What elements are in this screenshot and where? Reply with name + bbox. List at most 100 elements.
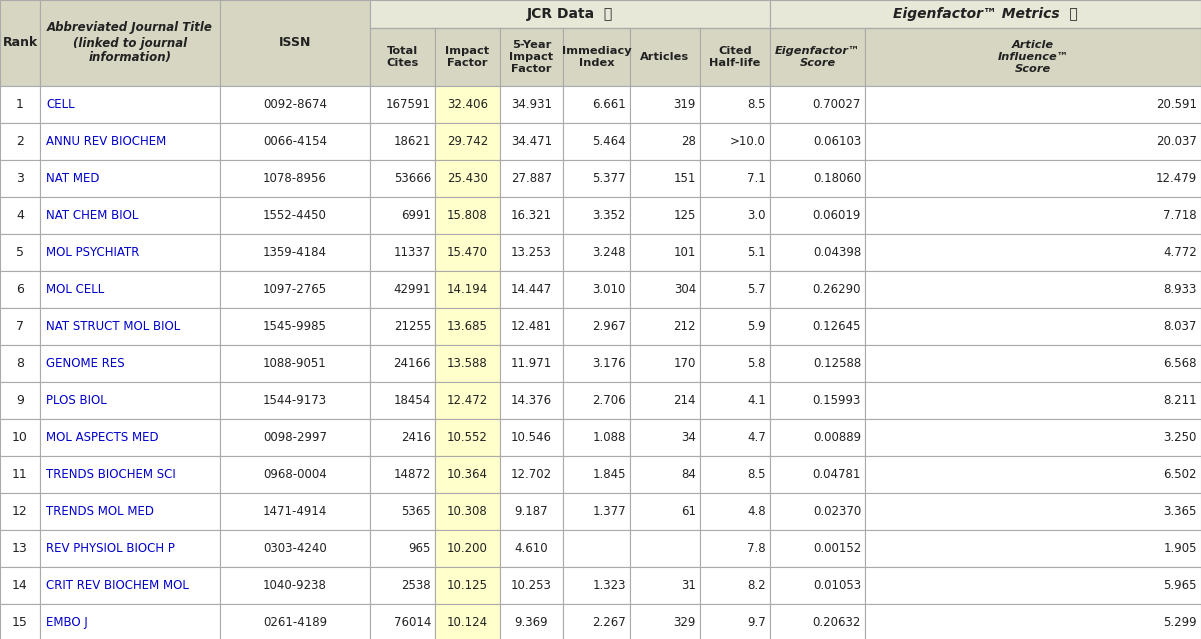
Text: 27.887: 27.887: [510, 172, 552, 185]
Bar: [631, 345, 700, 382]
Bar: [500, 382, 563, 419]
Text: JCR Data  ⓘ: JCR Data ⓘ: [527, 7, 614, 21]
Bar: [40, 530, 220, 567]
Bar: [770, 271, 865, 308]
Bar: [435, 86, 500, 123]
Text: 32.406: 32.406: [447, 98, 488, 111]
Bar: [770, 419, 865, 456]
Bar: [631, 197, 700, 234]
Bar: [435, 567, 500, 604]
Bar: [220, 308, 370, 345]
Text: 151: 151: [674, 172, 697, 185]
Bar: [0, 234, 40, 271]
Bar: [500, 123, 563, 160]
Bar: [500, 197, 563, 234]
Text: 15.808: 15.808: [447, 209, 488, 222]
Bar: [865, 160, 1201, 197]
Bar: [370, 345, 435, 382]
Text: 965: 965: [408, 542, 431, 555]
Bar: [631, 604, 700, 639]
Bar: [865, 345, 1201, 382]
Text: 9: 9: [16, 394, 24, 407]
Text: 20.591: 20.591: [1157, 98, 1197, 111]
Text: 0.04781: 0.04781: [813, 468, 861, 481]
Text: 167591: 167591: [387, 98, 431, 111]
Bar: [563, 234, 631, 271]
Bar: [40, 493, 220, 530]
Text: 7: 7: [16, 320, 24, 333]
Text: MOL PSYCHIATR: MOL PSYCHIATR: [46, 246, 139, 259]
Bar: [563, 197, 631, 234]
Text: 42991: 42991: [394, 283, 431, 296]
Text: 1.905: 1.905: [1164, 542, 1197, 555]
Bar: [770, 28, 865, 86]
Bar: [500, 345, 563, 382]
Bar: [563, 345, 631, 382]
Bar: [865, 197, 1201, 234]
Text: 2.706: 2.706: [592, 394, 626, 407]
Text: 1088-9051: 1088-9051: [263, 357, 327, 370]
Text: 16.321: 16.321: [510, 209, 552, 222]
Bar: [700, 123, 770, 160]
Text: 0.12588: 0.12588: [813, 357, 861, 370]
Bar: [770, 456, 865, 493]
Text: 2.267: 2.267: [592, 616, 626, 629]
Text: 0.18060: 0.18060: [813, 172, 861, 185]
Text: 10.364: 10.364: [447, 468, 488, 481]
Bar: [370, 493, 435, 530]
Text: 2.967: 2.967: [592, 320, 626, 333]
Bar: [865, 123, 1201, 160]
Bar: [220, 530, 370, 567]
Text: Articles: Articles: [640, 52, 689, 62]
Text: 12.472: 12.472: [447, 394, 488, 407]
Text: 0.06103: 0.06103: [813, 135, 861, 148]
Bar: [631, 530, 700, 567]
Bar: [700, 567, 770, 604]
Text: 10.308: 10.308: [447, 505, 488, 518]
Text: 4.772: 4.772: [1164, 246, 1197, 259]
Text: NAT STRUCT MOL BIOL: NAT STRUCT MOL BIOL: [46, 320, 180, 333]
Bar: [770, 160, 865, 197]
Text: 10.253: 10.253: [512, 579, 552, 592]
Text: 5.299: 5.299: [1164, 616, 1197, 629]
Text: 15: 15: [12, 616, 28, 629]
Text: 14.447: 14.447: [510, 283, 552, 296]
Bar: [500, 234, 563, 271]
Text: 31: 31: [681, 579, 697, 592]
Text: 7.8: 7.8: [747, 542, 766, 555]
Text: 9.187: 9.187: [515, 505, 549, 518]
Bar: [220, 493, 370, 530]
Bar: [220, 197, 370, 234]
Bar: [563, 123, 631, 160]
Bar: [40, 123, 220, 160]
Text: 1: 1: [16, 98, 24, 111]
Text: Impact
Factor: Impact Factor: [446, 46, 490, 68]
Bar: [770, 234, 865, 271]
Bar: [563, 86, 631, 123]
Bar: [770, 493, 865, 530]
Text: 1.323: 1.323: [592, 579, 626, 592]
Bar: [700, 308, 770, 345]
Text: 8: 8: [16, 357, 24, 370]
Text: 125: 125: [674, 209, 697, 222]
Text: 212: 212: [674, 320, 697, 333]
Bar: [631, 123, 700, 160]
Bar: [435, 308, 500, 345]
Text: CRIT REV BIOCHEM MOL: CRIT REV BIOCHEM MOL: [46, 579, 189, 592]
Text: 0.02370: 0.02370: [813, 505, 861, 518]
Bar: [435, 123, 500, 160]
Text: 5.8: 5.8: [747, 357, 766, 370]
Text: 14872: 14872: [394, 468, 431, 481]
Text: Immediacy
Index: Immediacy Index: [562, 46, 632, 68]
Bar: [700, 604, 770, 639]
Text: PLOS BIOL: PLOS BIOL: [46, 394, 107, 407]
Text: 5.377: 5.377: [592, 172, 626, 185]
Bar: [0, 345, 40, 382]
Text: ANNU REV BIOCHEM: ANNU REV BIOCHEM: [46, 135, 166, 148]
Text: Total
Cites: Total Cites: [387, 46, 419, 68]
Bar: [370, 604, 435, 639]
Text: 14.194: 14.194: [447, 283, 488, 296]
Bar: [0, 0, 40, 86]
Bar: [631, 28, 700, 86]
Text: 10.125: 10.125: [447, 579, 488, 592]
